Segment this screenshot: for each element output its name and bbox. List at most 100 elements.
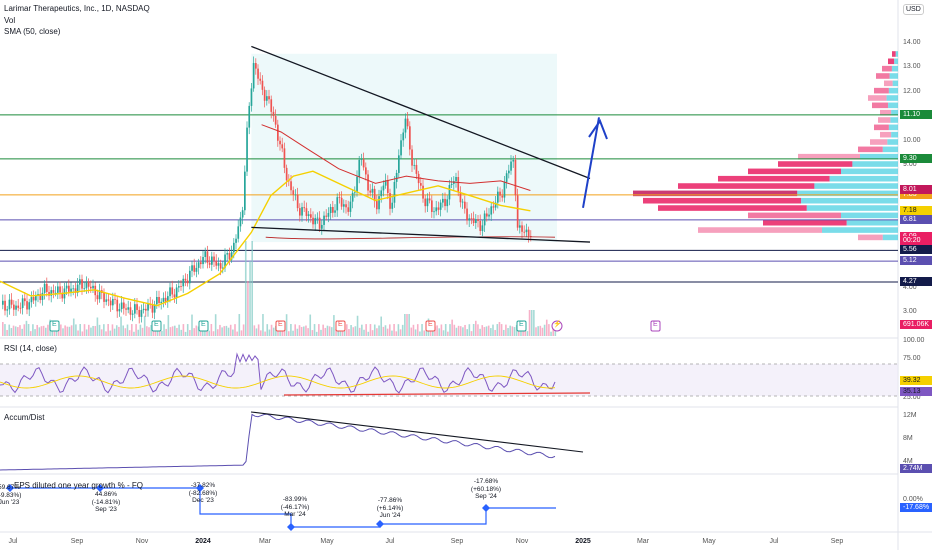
candle-body[interactable] <box>415 164 418 174</box>
candle-body[interactable] <box>120 302 123 310</box>
candle-body[interactable] <box>195 267 198 272</box>
candle-body[interactable] <box>439 202 442 210</box>
earnings-marker[interactable] <box>425 320 436 332</box>
candle-body[interactable] <box>65 285 68 289</box>
candle-body[interactable] <box>367 174 369 191</box>
candle-body[interactable] <box>171 287 174 295</box>
candle-body[interactable] <box>230 252 233 260</box>
candle-body[interactable] <box>274 115 277 125</box>
candle-body[interactable] <box>153 304 156 313</box>
currency-button[interactable]: USD <box>903 4 924 15</box>
candle-body[interactable] <box>503 181 506 198</box>
candle-body[interactable] <box>334 210 336 213</box>
candle-body[interactable] <box>442 198 444 203</box>
candle-body[interactable] <box>83 288 86 290</box>
candle-body[interactable] <box>325 215 328 217</box>
candle-body[interactable] <box>158 296 160 303</box>
earnings-marker[interactable] <box>335 320 346 332</box>
candle-body[interactable] <box>70 288 72 292</box>
candle-body[interactable] <box>316 217 319 219</box>
candle-body[interactable] <box>184 278 187 281</box>
candle-body[interactable] <box>10 299 13 305</box>
candle-body[interactable] <box>521 225 523 232</box>
candle-body[interactable] <box>499 191 501 196</box>
candle-body[interactable] <box>497 191 499 203</box>
candle-body[interactable] <box>279 140 281 145</box>
candle-body[interactable] <box>178 286 180 288</box>
earnings-marker[interactable] <box>275 320 286 332</box>
candle-body[interactable] <box>437 207 440 210</box>
candle-body[interactable] <box>228 253 231 260</box>
candle-body[interactable] <box>422 185 424 199</box>
candle-body[interactable] <box>508 170 510 174</box>
candle-body[interactable] <box>252 63 255 89</box>
candle-body[interactable] <box>182 278 185 287</box>
candle-body[interactable] <box>217 263 220 266</box>
candle-body[interactable] <box>52 290 55 293</box>
candle-body[interactable] <box>54 292 57 294</box>
candle-body[interactable] <box>131 313 134 315</box>
candle-body[interactable] <box>105 299 108 302</box>
candle-body[interactable] <box>492 206 495 208</box>
candle-body[interactable] <box>19 307 22 309</box>
candle-body[interactable] <box>169 287 171 297</box>
earnings-marker-label[interactable]: E <box>519 321 524 328</box>
candle-body[interactable] <box>409 126 411 150</box>
candle-body[interactable] <box>193 265 196 272</box>
candle-body[interactable] <box>468 218 471 221</box>
candle-body[interactable] <box>477 219 479 221</box>
candle-body[interactable] <box>162 297 165 302</box>
earnings-marker[interactable] <box>516 320 527 332</box>
candle-body[interactable] <box>450 183 453 186</box>
candle-body[interactable] <box>268 96 270 100</box>
candle-body[interactable] <box>510 161 512 171</box>
candle-body[interactable] <box>103 292 105 302</box>
candle-body[interactable] <box>389 193 391 209</box>
candle-body[interactable] <box>523 231 526 233</box>
candle-body[interactable] <box>457 177 460 193</box>
eps-point[interactable] <box>196 484 204 492</box>
candle-body[interactable] <box>455 177 457 182</box>
candle-body[interactable] <box>466 208 468 221</box>
candle-body[interactable] <box>156 296 158 305</box>
candle-body[interactable] <box>358 159 361 177</box>
candle-body[interactable] <box>336 197 339 211</box>
candle-body[interactable] <box>281 144 284 149</box>
candle-body[interactable] <box>13 304 15 310</box>
candle-body[interactable] <box>283 148 286 168</box>
candle-body[interactable] <box>160 301 163 303</box>
candle-body[interactable] <box>290 181 292 191</box>
candle-body[interactable] <box>151 305 154 313</box>
candle-body[interactable] <box>235 238 237 243</box>
candle-body[interactable] <box>92 285 94 289</box>
candle-body[interactable] <box>202 256 204 265</box>
candle-body[interactable] <box>200 262 202 265</box>
moving-average-line[interactable] <box>261 124 531 191</box>
eps-point[interactable] <box>482 504 490 512</box>
candle-body[interactable] <box>433 211 435 213</box>
candle-body[interactable] <box>292 190 295 195</box>
candle-body[interactable] <box>8 299 11 310</box>
candle-body[interactable] <box>74 288 77 293</box>
candle-body[interactable] <box>197 262 200 268</box>
candle-body[interactable] <box>382 185 385 191</box>
candle-body[interactable] <box>79 279 81 285</box>
candle-body[interactable] <box>244 171 246 211</box>
candle-body[interactable] <box>435 207 438 212</box>
candle-body[interactable] <box>35 295 37 301</box>
candle-body[interactable] <box>127 307 130 310</box>
candle-body[interactable] <box>30 297 33 303</box>
candle-body[interactable] <box>321 224 323 229</box>
earnings-marker[interactable] <box>151 320 162 332</box>
candle-body[interactable] <box>486 213 488 217</box>
candle-body[interactable] <box>365 167 367 175</box>
upper-trendline[interactable] <box>251 45 591 180</box>
candle-body[interactable] <box>446 199 449 207</box>
rsi-trendline[interactable] <box>283 392 591 396</box>
candle-body[interactable] <box>250 88 253 106</box>
candle-body[interactable] <box>215 260 218 266</box>
candle-body[interactable] <box>32 297 35 301</box>
candle-body[interactable] <box>208 262 211 265</box>
candle-body[interactable] <box>17 305 20 308</box>
candle-body[interactable] <box>400 140 402 156</box>
